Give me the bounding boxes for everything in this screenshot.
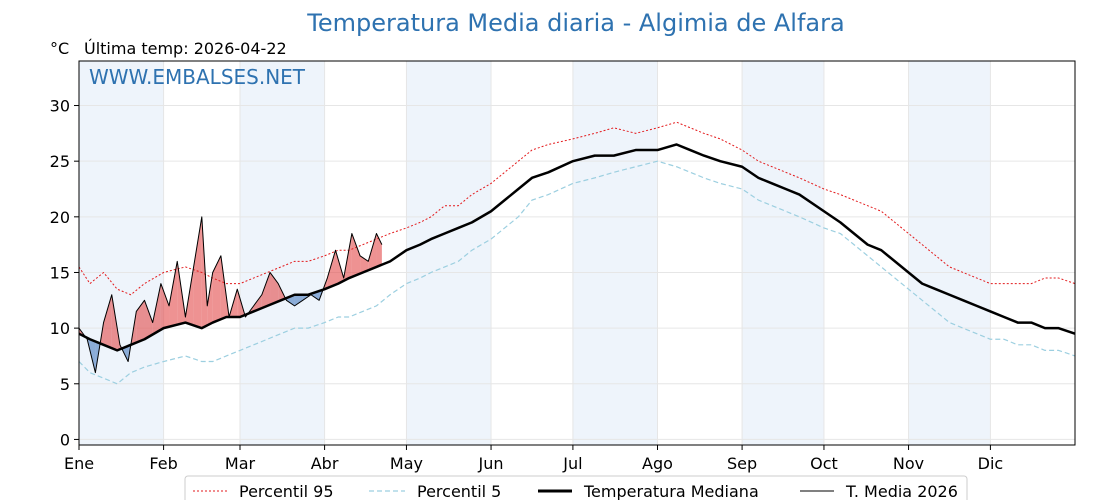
- y-tick-label: 20: [50, 208, 70, 227]
- x-tick-label: Ago: [642, 454, 673, 473]
- deviation-fill: [253, 294, 262, 312]
- x-tick-label: Feb: [149, 454, 177, 473]
- month-band: [239, 61, 325, 445]
- deviation-fill: [169, 261, 178, 327]
- month-band: [79, 61, 164, 445]
- deviation-fill: [294, 294, 303, 306]
- y-tick-label: 0: [60, 430, 70, 449]
- x-tick-label: May: [390, 454, 423, 473]
- x-tick-label: Dic: [978, 454, 1004, 473]
- legend-current-label: T. Media 2026: [845, 482, 958, 500]
- x-tick-label: Mar: [225, 454, 256, 473]
- x-tick-label: Jun: [478, 454, 504, 473]
- y-axis: 0 5 10 15 20 25 30: [50, 97, 79, 449]
- plot-frame: [78, 60, 1076, 446]
- series-line-temperatura-mediana: [78, 143, 1076, 352]
- last-temp-label: Última temp: 2026-04-22: [84, 39, 287, 58]
- watermark: WWW.EMBALSES.NET: [89, 65, 306, 89]
- chart-title: Temperatura Media diaria - Algimia de Al…: [306, 9, 844, 37]
- unit-label: °C: [50, 39, 69, 58]
- deviation-fill: [207, 272, 213, 326]
- month-band: [406, 61, 492, 445]
- deviation-fill: [144, 300, 153, 340]
- deviation-fill: [376, 233, 382, 267]
- deviation-fill: [212, 255, 221, 323]
- deviation-fill: [261, 272, 271, 309]
- series-lines: [78, 121, 1076, 385]
- month-bands: [79, 61, 991, 445]
- legend-p95-label: Percentil 95: [239, 482, 334, 500]
- y-tick-label: 25: [50, 152, 70, 171]
- legend-box: [184, 475, 968, 500]
- x-tick-label: Oct: [810, 454, 838, 473]
- series-line-t-media-2026: [78, 216, 383, 374]
- deviation-fill: [152, 283, 161, 335]
- month-band: [908, 61, 991, 445]
- legend: Percentil 95 Percentil 5 Temperatura Med…: [184, 475, 968, 500]
- x-tick-label: Nov: [893, 454, 924, 473]
- deviation-fill: [368, 233, 377, 271]
- y-tick-label: 30: [50, 97, 70, 116]
- deviation-fill: [136, 300, 145, 343]
- deviation-fill: [351, 233, 361, 277]
- deviation-fill: [270, 272, 279, 305]
- legend-p5-label: Percentil 5: [417, 482, 501, 500]
- x-tick-label: Ene: [64, 454, 94, 473]
- series-line-percentil-5: [78, 160, 1076, 385]
- x-tick-label: Sep: [727, 454, 757, 473]
- x-tick-label: Jul: [562, 454, 582, 473]
- month-band: [742, 61, 824, 445]
- month-band: [572, 61, 658, 445]
- deviation-fill: [327, 250, 336, 289]
- deviation-fill: [160, 283, 170, 330]
- y-tick-label: 10: [50, 319, 70, 338]
- deviation-fill: [103, 294, 112, 349]
- x-axis: Ene Feb Mar Abr May Jun Jul Ago Sep Oct Nov Dic: [64, 445, 1003, 473]
- y-tick-label: 15: [50, 263, 70, 282]
- y-tick-label: 5: [60, 375, 70, 394]
- deviation-fill: [193, 216, 202, 329]
- x-tick-label: Abr: [311, 454, 339, 473]
- legend-median-label: Temperatura Mediana: [583, 482, 759, 500]
